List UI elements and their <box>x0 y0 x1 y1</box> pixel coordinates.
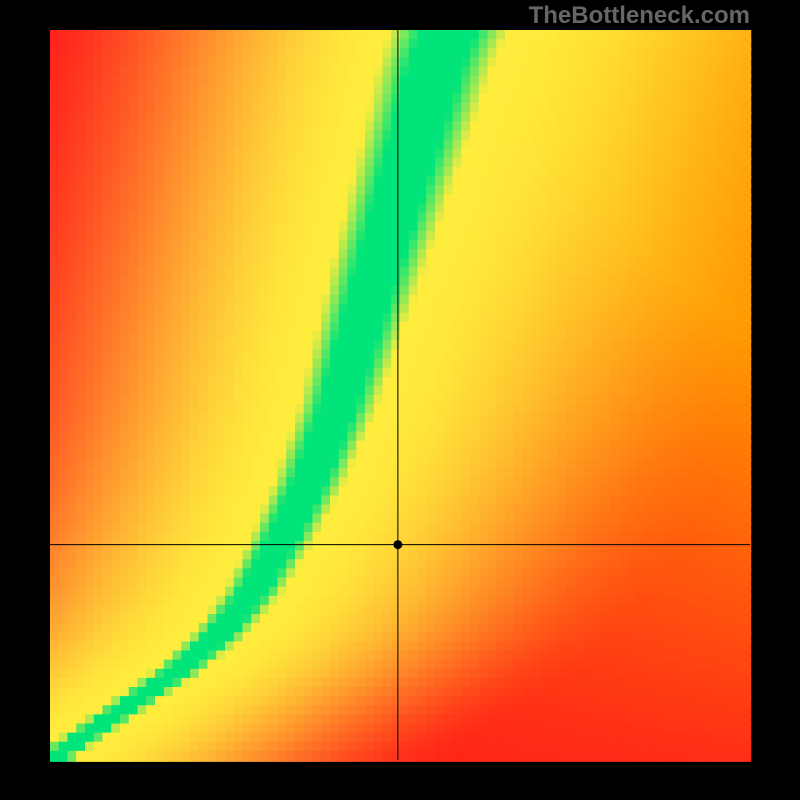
heatmap-plot <box>0 0 800 800</box>
watermark-text: TheBottleneck.com <box>529 2 750 30</box>
